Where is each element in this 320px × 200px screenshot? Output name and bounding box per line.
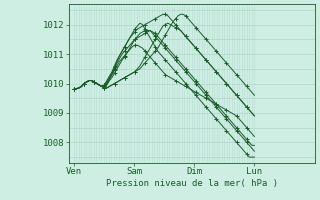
X-axis label: Pression niveau de la mer( hPa ): Pression niveau de la mer( hPa ) — [106, 179, 278, 188]
